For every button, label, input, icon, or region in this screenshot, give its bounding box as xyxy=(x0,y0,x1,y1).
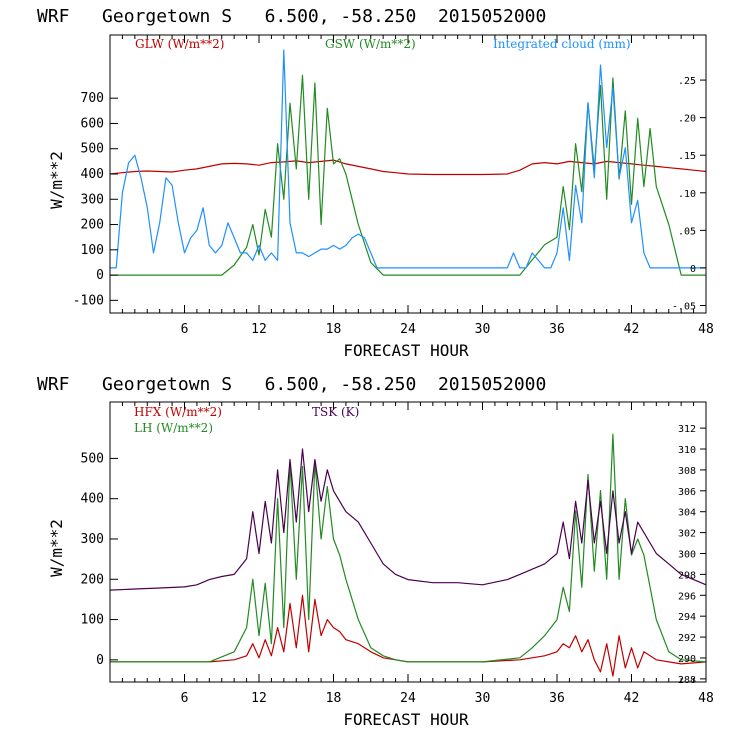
panel-2-ytick-label: 300 xyxy=(81,532,104,547)
panel-2-ytick-label: 200 xyxy=(81,572,104,587)
panel-2-ylabel: W/m**2 xyxy=(47,519,66,577)
panel-1-ticks xyxy=(110,35,706,313)
panel-1-ytick-label: 200 xyxy=(81,218,104,233)
panel-2-y2tick-label: 302 xyxy=(678,529,696,540)
panel-2-xtick-label: 42 xyxy=(624,691,640,706)
panel-2-y2tick-label: 310 xyxy=(678,445,696,456)
panel-2-legend-hfx: HFX (W/m**2) xyxy=(134,405,222,419)
panel-2-ytick-label: 400 xyxy=(81,492,104,507)
panel-1-y2tick-label: .25 xyxy=(678,76,696,87)
panel-1-xtick-label: 24 xyxy=(400,322,416,337)
panel-1-xtick-label: 48 xyxy=(698,322,714,337)
panel-1-y2tick-labels: -.05 0 .05 .10 .15 .20 .25 xyxy=(672,76,696,312)
panel-2-y2tick-label: 296 xyxy=(678,591,696,602)
panel-2-y2tick-label: 298 xyxy=(678,570,696,581)
panel-1-ytick-label: -100 xyxy=(73,293,104,308)
panel-2-xtick-label: 12 xyxy=(251,691,267,706)
panel-1-y2tick-label: -.05 xyxy=(672,301,696,312)
panel-1-ytick-labels: -100 0 100 200 300 400 500 600 700 xyxy=(73,91,104,308)
panel-1-y2tick-label: .15 xyxy=(678,151,696,162)
panel-2-y2tick-label: 308 xyxy=(678,466,696,477)
panel-2-xlabel: FORECAST HOUR xyxy=(343,710,469,729)
panel-1-xtick-label: 36 xyxy=(549,322,565,337)
panel-1-series-red xyxy=(109,159,707,176)
panel-2-xtick-label: 6 xyxy=(181,691,189,706)
panel-2-series-purple xyxy=(109,448,707,591)
panel-2-y2tick-label: 312 xyxy=(678,424,696,435)
panel-1-ytick-label: 300 xyxy=(81,192,104,207)
panel-2-y2tick-label: 304 xyxy=(678,508,696,519)
panel-2-y2tick-label: 300 xyxy=(678,549,696,560)
panel-2-y2tick-label: 294 xyxy=(678,612,696,623)
panel-2: WRF Georgetown S 6.500, -58.250 20150520… xyxy=(37,374,714,729)
panel-2-legend-tsk: TSK (K) xyxy=(312,405,359,419)
panel-1-legend-glw: GLW (W/m**2) xyxy=(135,37,224,51)
panel-1-xlabel: FORECAST HOUR xyxy=(343,341,469,360)
panel-1-y2tick-label: .10 xyxy=(678,189,696,200)
panel-2-xtick-label: 18 xyxy=(326,691,342,706)
panel-1-xtick-label: 18 xyxy=(326,322,342,337)
panel-2-y2tick-labels: 288 290 292 294 296 298 300 302 304 306 308 310 312 xyxy=(678,424,696,686)
panel-1-series-blue xyxy=(110,49,706,269)
panel-1-xtick-label: 12 xyxy=(251,322,267,337)
panel-2-y2tick-label: 290 xyxy=(678,654,696,665)
panel-1-y2tick-label: 0 xyxy=(690,264,696,275)
panel-1-title: WRF Georgetown S 6.500, -58.250 20150520… xyxy=(37,6,546,27)
panel-2-ytick-label: 500 xyxy=(81,451,104,466)
panel-2-ytick-label: 0 xyxy=(96,653,104,668)
panel-2-ytick-labels: 0 100 200 300 400 500 xyxy=(81,451,104,667)
panel-2-y2tick-label: 292 xyxy=(678,633,696,644)
panel-1-ytick-label: 700 xyxy=(81,91,104,106)
panel-1-xtick-label: 30 xyxy=(475,322,491,337)
panel-2-xtick-label: 36 xyxy=(549,691,565,706)
panel-1-xtick-label: 6 xyxy=(181,322,189,337)
panel-2-legend-lh: LH (W/m**2) xyxy=(134,421,213,435)
panel-1-legend-cloud: Integrated cloud (mm) xyxy=(493,37,631,51)
panel-2-xtick-label: 30 xyxy=(475,691,491,706)
panel-1-ytick-label: 100 xyxy=(81,243,104,258)
panel-1-xtick-labels: 6 12 18 24 30 36 42 48 xyxy=(181,322,714,337)
panel-2-xtick-label: 24 xyxy=(400,691,416,706)
panel-1-y2tick-label: .20 xyxy=(678,114,696,125)
panel-2-xtick-label: 48 xyxy=(698,691,714,706)
panel-1-series-green xyxy=(110,74,706,276)
panel-1-ytick-label: 0 xyxy=(96,268,104,283)
panel-1-ytick-label: 600 xyxy=(81,116,104,131)
panel-1-ytick-label: 500 xyxy=(81,142,104,157)
panel-2-ticks xyxy=(110,402,706,682)
panel-1-lines xyxy=(109,49,707,276)
panel-1-ylabel: W/m**2 xyxy=(47,151,66,209)
panel-1-y2tick-label: .05 xyxy=(678,226,696,237)
panel-1-ytick-label: 400 xyxy=(81,167,104,182)
panel-2-ytick-label: 100 xyxy=(81,613,104,628)
panel-1-xtick-label: 42 xyxy=(624,322,640,337)
panel-2-xtick-labels: 6 12 18 24 30 36 42 48 xyxy=(181,691,714,706)
panel-2-title: WRF Georgetown S 6.500, -58.250 20150520… xyxy=(37,374,546,395)
panel-1-legend-gsw: GSW (W/m**2) xyxy=(325,37,416,51)
panel-1: WRF Georgetown S 6.500, -58.250 20150520… xyxy=(37,6,714,360)
panel-2-lines xyxy=(109,433,707,677)
panel-2-y2tick-label: 306 xyxy=(678,487,696,498)
panel-2-series-green xyxy=(110,433,707,663)
panel-2-y2tick-label: 288 xyxy=(678,675,696,686)
